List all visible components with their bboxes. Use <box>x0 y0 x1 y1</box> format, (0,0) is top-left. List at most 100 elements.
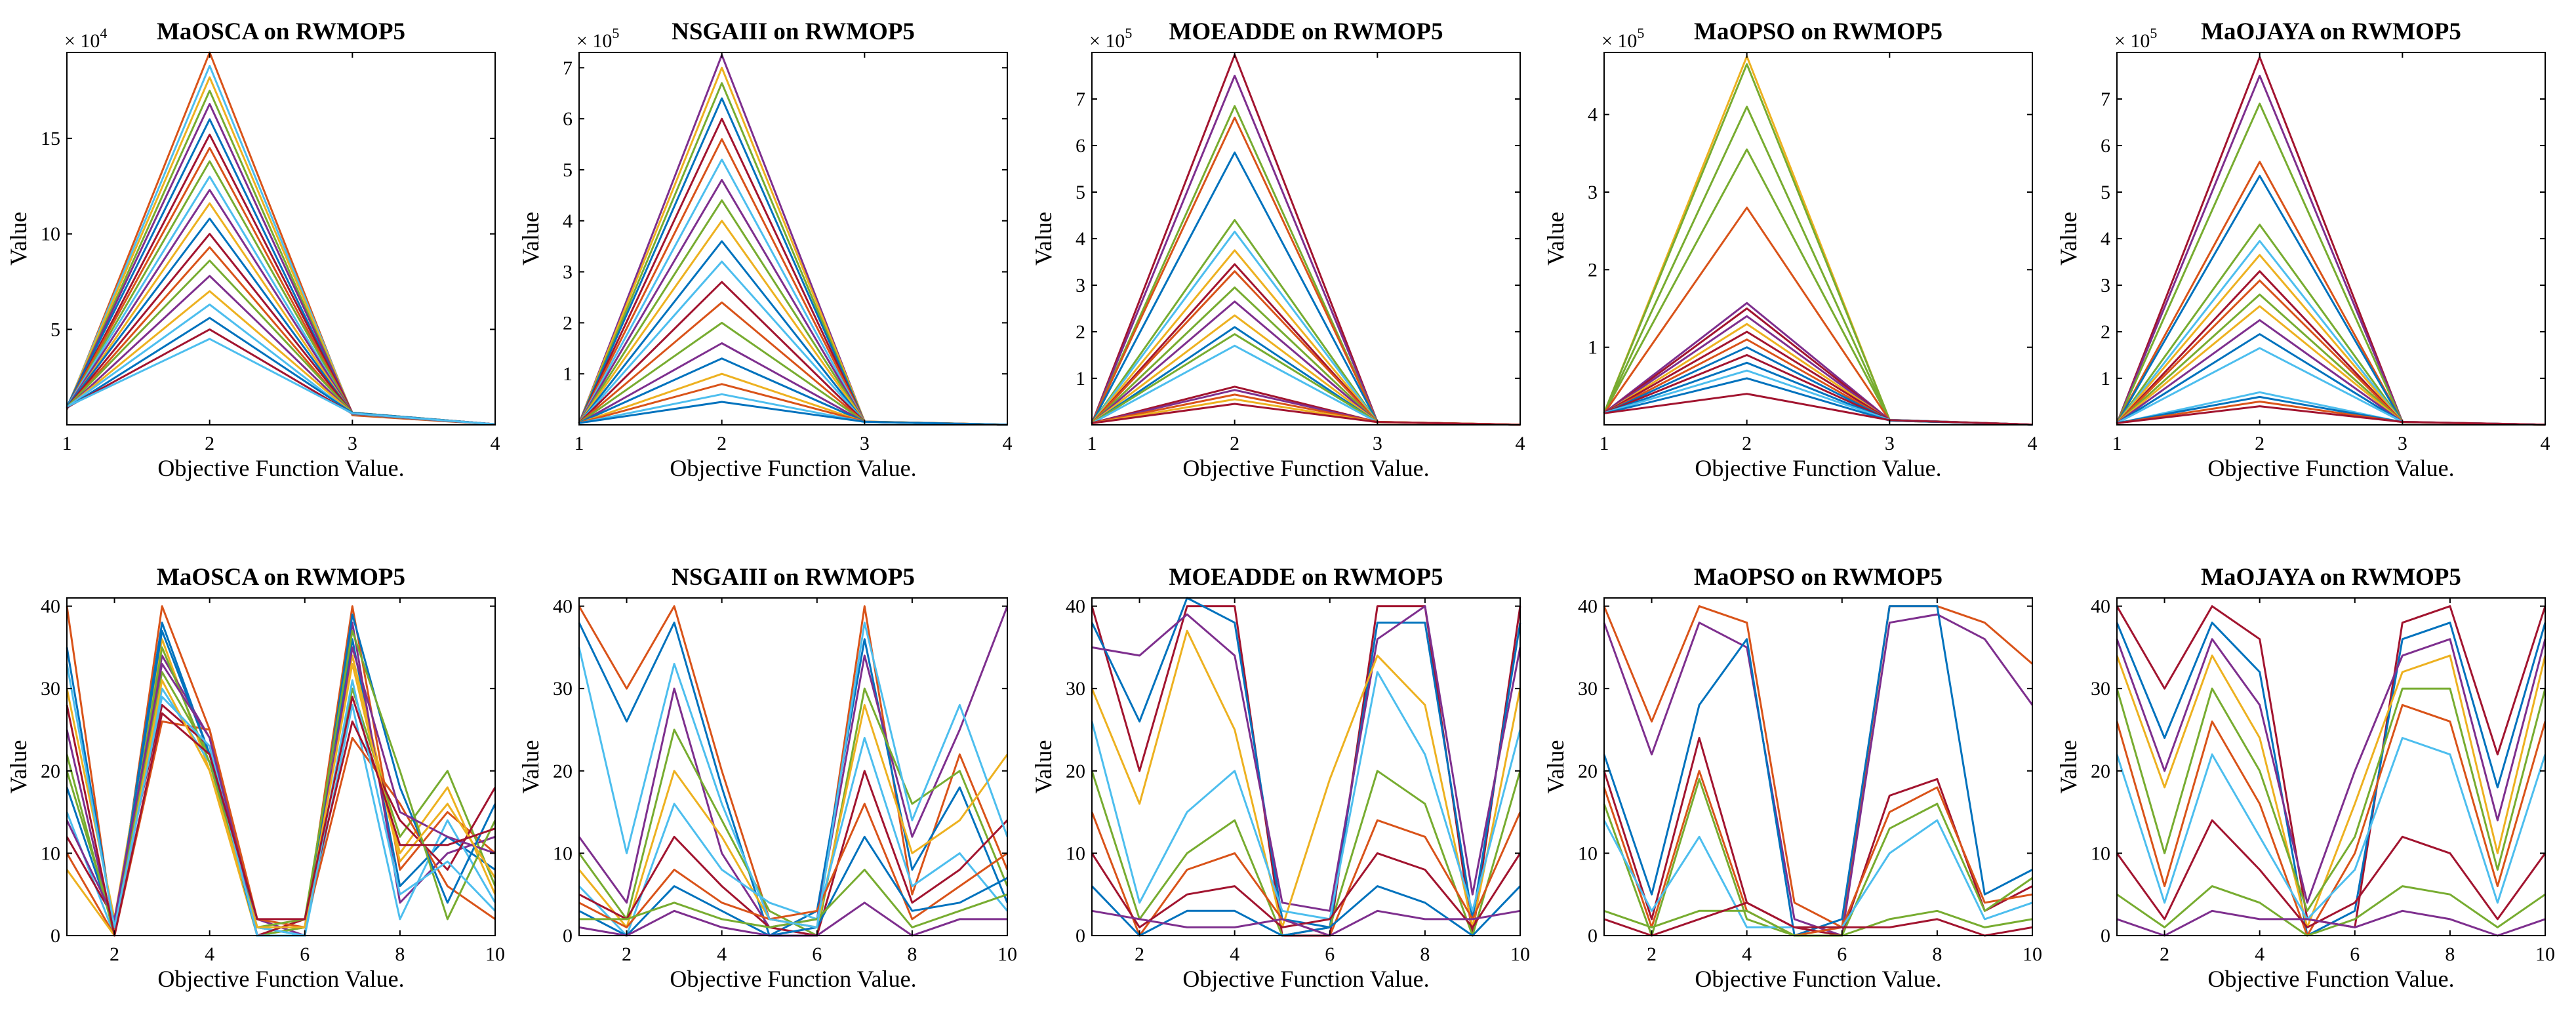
x-tick-label: 2 <box>622 943 632 965</box>
y-tick-label: 7 <box>1076 89 1085 110</box>
series-line-1 <box>1091 605 1521 937</box>
y-tick-label: 20 <box>2091 761 2110 782</box>
x-tick-label: 1 <box>62 433 72 454</box>
subplot-1: 1 2 3 4 5 10 15 × 104 MaOSCA on RWMOP5 Objective … <box>5 18 500 481</box>
y-tick-label: 1 <box>2101 368 2110 389</box>
x-tick-label: 2 <box>110 943 119 965</box>
axes-box <box>578 52 1008 426</box>
series-line-3 <box>1091 605 1521 912</box>
x-tick-label: 1 <box>1087 433 1097 454</box>
y-tick-label: 40 <box>553 596 573 618</box>
series-line-9 <box>66 613 496 937</box>
y-tick-label: 40 <box>1066 596 1085 618</box>
x-tick-label: 1 <box>1600 433 1609 454</box>
y-tick-label: 20 <box>1066 761 1085 782</box>
series-line-12 <box>578 622 1009 928</box>
subplot-title: MaOSCA on RWMOP5 <box>157 564 405 591</box>
series-line-19 <box>2116 405 2546 426</box>
y-exponent-value: 5 <box>1637 25 1644 41</box>
x-tick-label: 3 <box>2398 433 2407 454</box>
y-tick-label: 2 <box>1076 321 1085 343</box>
series-line-12 <box>66 663 496 937</box>
subplot-10: 2 4 6 8 10 0 10 20 30 40 MaOJAYA on RWMOP5 Objectiv… <box>2055 564 2555 992</box>
series-line-8 <box>1091 852 1521 928</box>
x-axis-label: Objective Function Value. <box>1695 455 1941 481</box>
x-tick-label: 4 <box>717 943 727 965</box>
x-axis-label: Objective Function Value. <box>1182 966 1429 992</box>
series-line-3 <box>66 638 496 937</box>
subplot-title: MOEADDE on RWMOP5 <box>1169 564 1443 591</box>
x-tick-label: 2 <box>205 433 214 454</box>
series-line-7 <box>1091 230 1521 426</box>
y-tick-label: 30 <box>1578 678 1598 700</box>
y-tick-label: 6 <box>563 108 573 130</box>
series-line-10 <box>66 629 496 937</box>
subplot-9: 2 4 6 8 10 0 10 20 30 40 MaOPSO on RWMOP5 Objective… <box>1542 564 2042 992</box>
y-exponent-value: 5 <box>612 25 619 41</box>
y-tick-label: 4 <box>1076 228 1085 250</box>
x-tick-label: 6 <box>300 943 310 965</box>
x-tick-label: 10 <box>1510 943 1530 965</box>
series-group <box>66 605 496 937</box>
y-axis-label: Value <box>2055 740 2082 794</box>
x-tick-label: 6 <box>812 943 822 965</box>
subplot-title: NSGAIII on RWMOP5 <box>672 564 915 591</box>
series-line-11 <box>1603 338 2033 426</box>
series-line-2 <box>66 622 496 937</box>
x-axis-label: Objective Function Value. <box>2207 966 2454 992</box>
subplot-title: MaOPSO on RWMOP5 <box>1694 18 1942 45</box>
series-line-9 <box>66 160 496 426</box>
x-axis-label: Objective Function Value. <box>670 966 916 992</box>
y-exponent-label: × 105 <box>576 25 619 52</box>
y-tick-label: 5 <box>2101 182 2110 203</box>
x-axis-label: Objective Function Value. <box>2207 455 2454 481</box>
y-tick-label: 6 <box>1076 135 1085 157</box>
series-line-13 <box>66 664 496 937</box>
x-tick-label: 3 <box>1885 433 1895 454</box>
series-group <box>578 54 1008 426</box>
x-tick-label: 4 <box>2255 943 2264 965</box>
y-axis-label: Value <box>1030 740 1057 794</box>
subplot-title: NSGAIII on RWMOP5 <box>672 18 915 45</box>
subplot-8: 2 4 6 8 10 0 10 20 30 40 MOEADDE on RWMOP5 Objectiv… <box>1030 564 1530 992</box>
y-tick-label: 3 <box>1076 275 1085 296</box>
y-tick-label: 0 <box>50 925 60 947</box>
y-tick-label: 10 <box>1066 842 1085 864</box>
subplot-title: MaOJAYA on RWMOP5 <box>2201 564 2461 591</box>
x-tick-label: 8 <box>1420 943 1430 965</box>
y-exponent-label: × 105 <box>2114 25 2157 52</box>
y-tick-label: 1 <box>563 363 573 385</box>
y-tick-label: 40 <box>2091 596 2110 618</box>
series-line-8 <box>2116 819 2546 928</box>
x-tick-label: 2 <box>1647 943 1657 965</box>
series-line-2 <box>2116 75 2546 426</box>
axes-box <box>66 597 496 936</box>
y-tick-label: 10 <box>41 842 60 864</box>
y-tick-label: 0 <box>563 925 573 947</box>
series-group <box>1091 54 1521 426</box>
y-tick-label: 10 <box>553 842 573 864</box>
x-tick-label: 4 <box>2028 433 2038 454</box>
series-line-10 <box>1091 909 1521 937</box>
y-tick-label: 4 <box>1588 104 1598 126</box>
y-tick-label: 5 <box>50 319 60 340</box>
subplot-4: 1 2 3 4 1 2 3 4 × 105 MaOPSO on RWMOP5 Objective F… <box>1542 18 2038 481</box>
axes-box <box>1603 52 2033 426</box>
series-line-9 <box>1603 902 2033 937</box>
x-tick-label: 1 <box>2112 433 2122 454</box>
y-tick-label: 2 <box>2101 321 2110 343</box>
series-line-6 <box>2116 224 2546 426</box>
axes-box <box>2116 597 2546 936</box>
x-tick-label: 10 <box>997 943 1017 965</box>
series-line-10 <box>2116 279 2546 426</box>
y-tick-label: 1 <box>1076 368 1085 389</box>
y-tick-label: 30 <box>1066 678 1085 700</box>
series-line-8 <box>578 803 1008 928</box>
series-line-4 <box>66 622 496 937</box>
x-axis-label: Objective Function Value. <box>157 966 404 992</box>
y-exponent-value: 5 <box>2150 25 2157 41</box>
y-tick-label: 4 <box>563 210 573 232</box>
y-tick-label: 40 <box>41 596 60 618</box>
series-line-7 <box>578 158 1008 426</box>
series-line-2 <box>1091 597 1521 928</box>
